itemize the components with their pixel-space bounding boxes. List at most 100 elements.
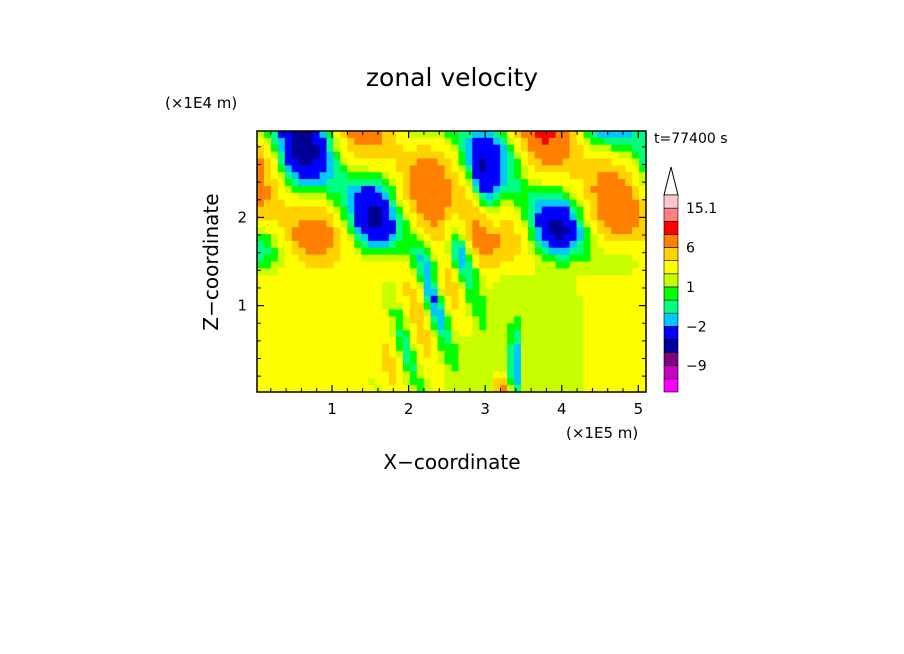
field-cell xyxy=(347,144,355,153)
field-cell xyxy=(395,316,404,324)
field-cell xyxy=(402,185,411,194)
field-cell xyxy=(416,282,425,290)
field-cell xyxy=(611,268,619,276)
field-cell xyxy=(423,288,432,297)
field-cell xyxy=(465,371,473,379)
field-cell xyxy=(562,192,571,201)
field-cell xyxy=(569,261,578,269)
field-cell xyxy=(562,288,571,297)
field-cell xyxy=(597,350,605,359)
field-cell xyxy=(451,295,460,304)
field-cell xyxy=(458,275,466,283)
field-cell xyxy=(361,199,369,208)
field-cell xyxy=(430,364,439,372)
field-cell xyxy=(534,288,543,297)
field-cell xyxy=(562,185,571,194)
colorbar-swatch xyxy=(663,207,679,222)
field-cell xyxy=(368,261,376,269)
field-cell xyxy=(375,295,383,304)
field-cell xyxy=(284,316,293,324)
field-cell xyxy=(611,371,619,379)
field-cell xyxy=(326,199,335,208)
field-cell xyxy=(514,234,522,242)
field-cell xyxy=(493,295,501,304)
field-cell xyxy=(444,206,453,215)
field-cell xyxy=(354,350,362,359)
field-cell xyxy=(347,295,355,304)
field-cell xyxy=(618,350,626,359)
field-cell xyxy=(618,158,626,166)
field-cell xyxy=(319,137,328,146)
field-cell xyxy=(368,206,376,215)
field-cell xyxy=(423,151,432,160)
field-cell xyxy=(576,343,585,352)
field-cell xyxy=(625,234,633,242)
colorbar-swatch xyxy=(663,220,679,235)
field-cell xyxy=(284,357,293,366)
field-cell xyxy=(597,302,605,311)
field-cell xyxy=(430,199,439,208)
field-cell xyxy=(444,144,453,153)
field-cell xyxy=(520,385,529,392)
field-cell xyxy=(611,357,619,366)
field-cell xyxy=(639,179,646,187)
field-cell xyxy=(298,192,307,201)
field-cell xyxy=(277,357,286,366)
field-cell xyxy=(569,330,578,338)
field-cell xyxy=(562,206,571,215)
field-cell xyxy=(507,275,515,283)
field-cell xyxy=(576,247,585,256)
field-cell xyxy=(507,220,515,228)
field-cell xyxy=(437,240,446,249)
field-cell xyxy=(416,330,425,338)
field-cell xyxy=(305,199,314,208)
field-cell xyxy=(257,158,265,166)
field-cell xyxy=(312,378,321,386)
field-cell xyxy=(611,302,619,311)
field-cell xyxy=(493,371,501,379)
field-cell xyxy=(361,350,369,359)
field-cell xyxy=(604,206,612,215)
field-cell xyxy=(632,179,640,187)
field-cell xyxy=(395,275,404,283)
field-cell xyxy=(298,227,307,235)
field-cell xyxy=(430,131,439,139)
field-cell xyxy=(340,192,348,201)
field-cell xyxy=(333,220,341,228)
field-cell xyxy=(639,137,646,146)
field-cell xyxy=(541,364,550,372)
field-cell xyxy=(257,227,265,235)
field-cell xyxy=(632,371,640,379)
field-cell xyxy=(284,179,293,187)
field-cell xyxy=(298,206,307,215)
field-cell xyxy=(277,323,286,331)
field-cell xyxy=(576,185,585,194)
field-cell xyxy=(326,151,335,160)
field-cell xyxy=(284,247,293,256)
field-cell xyxy=(263,330,272,338)
field-cell xyxy=(277,343,286,352)
field-cell xyxy=(340,199,348,208)
field-cell xyxy=(326,234,335,242)
field-cell xyxy=(507,364,515,372)
field-cell xyxy=(500,206,508,215)
field-cell xyxy=(590,179,598,187)
field-cell xyxy=(618,227,626,235)
field-cell xyxy=(333,179,341,187)
field-cell xyxy=(347,137,355,146)
field-cell xyxy=(388,323,397,331)
field-cell xyxy=(541,179,550,187)
field-cell xyxy=(257,364,265,372)
field-cell xyxy=(340,213,348,221)
field-cell xyxy=(604,288,612,297)
field-cell xyxy=(451,275,460,283)
field-cell xyxy=(618,288,626,297)
field-cell xyxy=(347,337,355,345)
field-cell xyxy=(590,288,598,297)
field-cell xyxy=(263,144,272,153)
field-cell xyxy=(555,185,564,194)
field-cell xyxy=(576,282,585,290)
field-cell xyxy=(527,179,536,187)
field-cell xyxy=(388,302,397,311)
field-cell xyxy=(472,364,480,372)
